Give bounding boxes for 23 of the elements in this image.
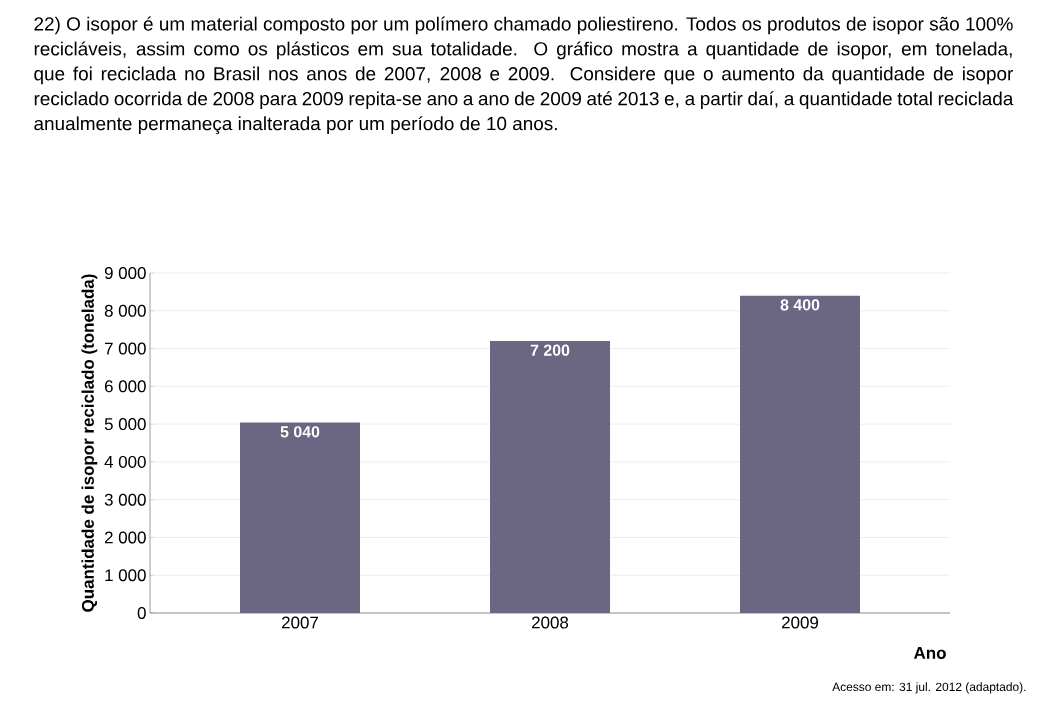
data-label: 7 200	[530, 344, 570, 356]
y-axis-title: Quantidade de isopor reciclado (tonelada)	[81, 274, 98, 612]
y-tick-label: 8 000	[104, 304, 146, 317]
bar	[740, 295, 861, 613]
bar	[490, 341, 611, 613]
y-tick-label: 0	[137, 607, 146, 619]
y-tick-label: 7 000	[104, 342, 146, 355]
y-tick-label: 9 000	[104, 267, 146, 280]
y-tick-label: 1 000	[105, 569, 146, 582]
x-tick-label: 2008	[532, 616, 569, 629]
x-tick-label: 2009	[782, 616, 819, 629]
y-tick-label: 4 000	[104, 455, 146, 468]
data-label: 8 400	[780, 299, 820, 311]
data-label: 5 040	[280, 426, 320, 438]
text: Acesso em: 31 jul. 2012 (adaptado).	[832, 682, 1026, 694]
x-axis-title: Ano	[913, 647, 946, 659]
y-tick-label: 5 000	[104, 418, 146, 431]
bar	[240, 422, 360, 613]
chart-title: 22) O isopor é um material composto por um polímero chamado poliestireno. Todos os produtos de isopor são 100% recicláveis, assim como os plásticos em sua totalidade. O gráfico mostra a quantidade de isopor, em tonelada, que foi reciclada no Brasil nos anos de 2007, 2008 e 2009. Considere que o aumento da quantidade de isopor reciclado ocorrida de 2008 para 2009 repita-se ano a ano de 2009 até 2013 e, a partir daí, a quantidade total reciclada anualmente permaneça inalterada por um período de 10 anos.	[34, 16, 1014, 135]
y-tick-label: 2 000	[104, 531, 146, 544]
y-tick-label: 6 000	[104, 380, 146, 393]
x-tick-label: 2007	[282, 616, 318, 629]
y-tick-label: 3 000	[104, 493, 146, 506]
